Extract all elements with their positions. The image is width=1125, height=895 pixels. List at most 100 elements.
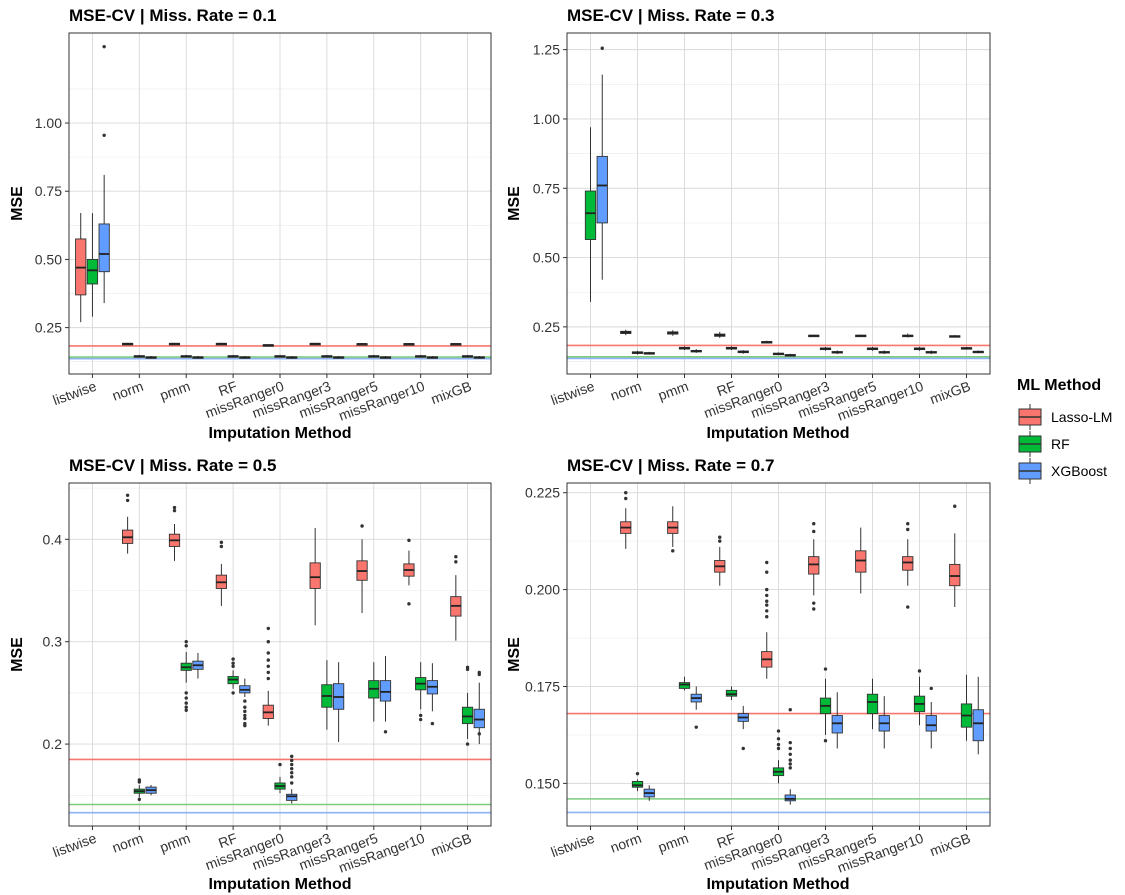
outlier-point	[741, 746, 745, 751]
box-body	[678, 682, 691, 689]
legend-label-rf: RF	[1051, 436, 1070, 452]
outlier-point	[184, 691, 188, 695]
outlier-point	[266, 651, 270, 655]
outlier-point	[788, 758, 792, 762]
outlier-point	[184, 640, 188, 644]
outlier-point	[231, 661, 235, 665]
outlier-point	[765, 593, 769, 598]
box-body	[725, 689, 738, 697]
box-rf-missranger5	[368, 354, 380, 358]
outlier-point	[102, 44, 106, 49]
box-lasso-lm-missranger5	[855, 334, 867, 338]
y-axis-title: MSE	[506, 186, 523, 221]
outlier-point	[788, 752, 792, 756]
x-axis-title: Imputation Method	[706, 425, 849, 442]
outlier-point	[929, 686, 933, 691]
x-axis-title: Imputation Method	[706, 876, 849, 893]
y-tick-label: 0.25	[533, 319, 560, 335]
outlier-point	[765, 615, 769, 619]
box-lasso-lm-missranger10	[403, 550, 415, 586]
box-rf-pmm	[678, 676, 691, 691]
box-xgboost-norm	[145, 785, 157, 796]
box-xgboost-pmm	[690, 349, 702, 353]
box-lasso-lm-missranger5	[356, 343, 368, 346]
box-lasso-lm-missranger3	[309, 342, 321, 346]
legend-title: ML Method	[1017, 377, 1101, 394]
outlier-point	[219, 544, 224, 549]
outlier-point	[243, 705, 247, 709]
x-tick-label-rf: RF	[216, 378, 239, 399]
box-lasso-lm-rf	[215, 563, 227, 606]
outlier-point	[125, 498, 130, 503]
box-rf-norm	[631, 350, 644, 355]
box-body	[949, 563, 961, 587]
box-xgboost-missranger5	[878, 696, 890, 749]
outlier-point	[454, 560, 458, 564]
box-lasso-lm-pmm	[667, 506, 679, 547]
outlier-point	[407, 538, 411, 543]
x-tick-label-norm: norm	[608, 378, 643, 404]
box-lasso-lm-missranger0	[761, 632, 773, 679]
outlier-point	[600, 46, 604, 50]
outlier-point	[383, 730, 388, 734]
outlier-point	[812, 601, 816, 605]
x-tick-label-mixgb: mixGB	[928, 830, 973, 859]
box-body	[473, 708, 485, 729]
y-tick-label: 1.00	[533, 111, 560, 127]
box-xgboost-missranger5	[379, 355, 392, 359]
outlier-point	[243, 723, 247, 728]
box-xgboost-norm	[145, 355, 157, 359]
box-rf-missranger0	[274, 776, 286, 794]
outlier-point	[290, 781, 294, 785]
outlier-point	[776, 737, 781, 741]
box-xgboost-missranger3	[333, 355, 345, 359]
legend-label-xgboost: XGBoost	[1051, 463, 1107, 479]
box-lasso-lm-missranger0	[262, 690, 274, 726]
outlier-point	[243, 699, 247, 703]
box-rf-norm	[631, 779, 644, 792]
outlier-point	[290, 754, 294, 759]
outlier-point	[788, 746, 792, 751]
outlier-point	[465, 742, 470, 746]
box-xgboost-listwise	[98, 174, 110, 304]
outlier-point	[765, 587, 769, 592]
box-xgboost-listwise	[596, 74, 608, 280]
box-xgboost-mixgb	[972, 676, 984, 755]
y-tick-label: 0.25	[35, 320, 62, 336]
outlier-point	[765, 560, 769, 565]
box-lasso-lm-mixgb	[450, 343, 462, 346]
outlier-point	[624, 496, 628, 501]
box-lasso-lm-missranger3	[808, 539, 820, 596]
box-body	[784, 794, 796, 802]
box-rf-missranger5	[866, 678, 879, 730]
box-lasso-lm-rf	[714, 546, 726, 586]
box-xgboost-pmm	[192, 355, 204, 359]
box-rf-missranger10	[913, 346, 926, 351]
outlier-point	[694, 725, 698, 729]
box-xgboost-missranger10	[925, 350, 937, 355]
outlier-point	[776, 729, 781, 733]
y-tick-label: 0.200	[525, 582, 560, 598]
box-rf-mixgb	[461, 354, 474, 358]
box-body	[925, 715, 937, 732]
outlier-point	[172, 508, 177, 513]
x-tick-label-mixgb: mixGB	[429, 378, 474, 407]
x-axis-title: Imputation Method	[208, 876, 351, 893]
y-axis-title: MSE	[9, 637, 26, 672]
panel-title: MSE-CV | Miss. Rate = 0.5	[69, 456, 276, 475]
outlier-point	[231, 664, 235, 668]
box-body	[86, 258, 99, 285]
box-rf-missranger3	[819, 346, 832, 351]
plot-border	[566, 482, 991, 827]
outlier-point	[465, 667, 470, 672]
box-body	[855, 550, 867, 573]
box-rf-listwise	[86, 213, 99, 317]
outlier-point	[477, 672, 481, 677]
box-xgboost-missranger3	[333, 662, 345, 743]
box-lasso-lm-norm	[620, 329, 632, 336]
x-tick-label-norm: norm	[608, 830, 643, 856]
legend: ML Method Lasso-LM RF XGBoost	[1017, 377, 1112, 484]
outlier-point	[278, 762, 282, 767]
